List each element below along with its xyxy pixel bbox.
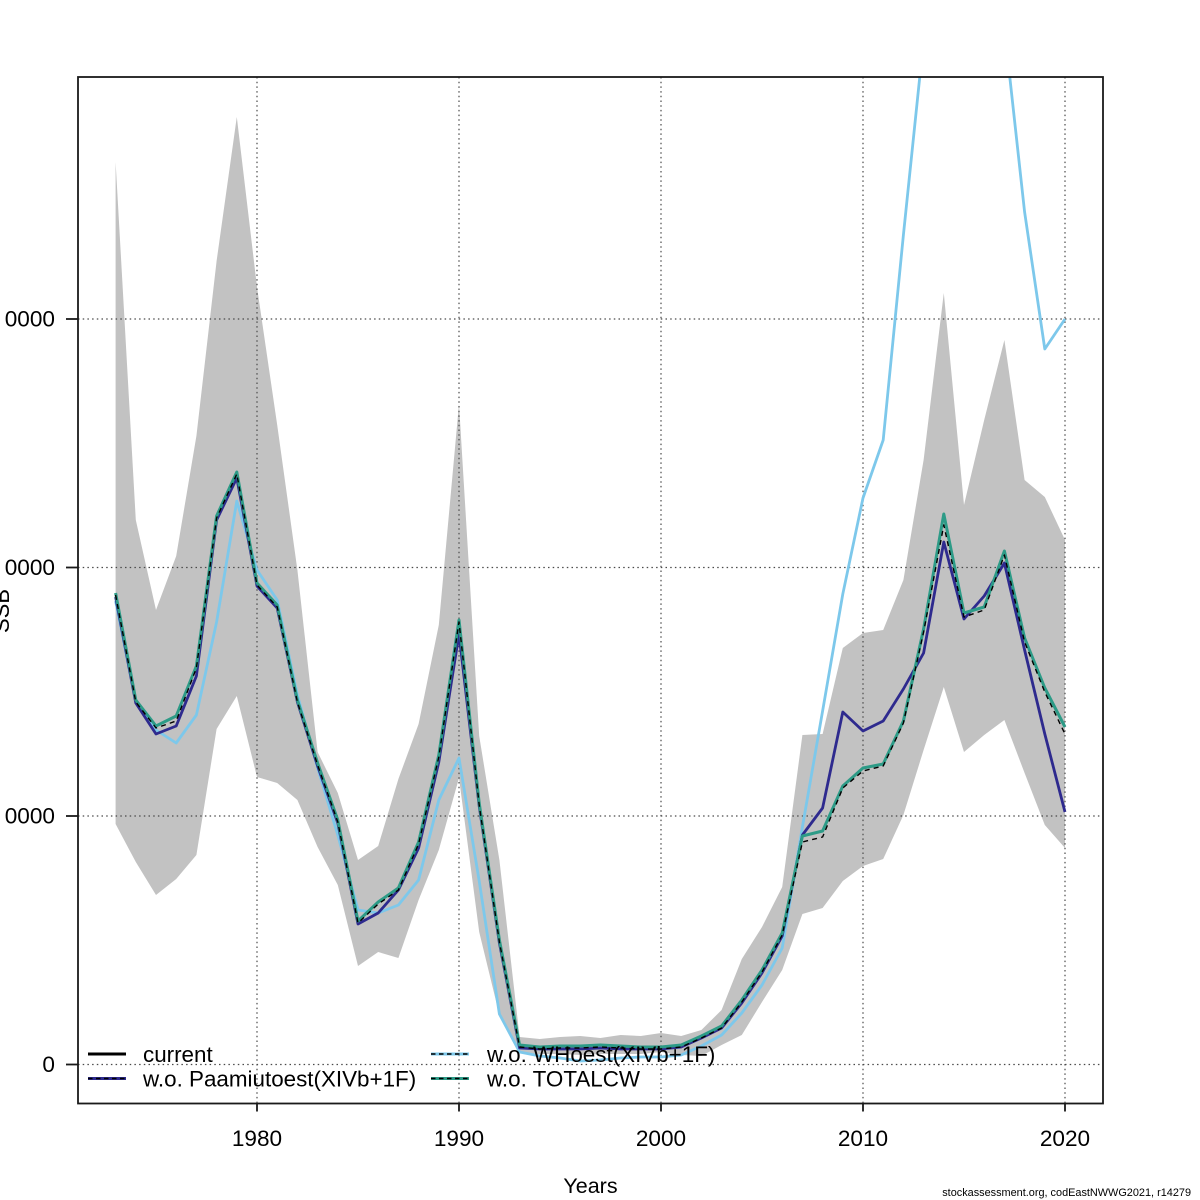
- svg-text:0000: 0000: [5, 555, 55, 580]
- svg-text:2000: 2000: [636, 1126, 686, 1151]
- svg-text:stockassessment.org, codEastNW: stockassessment.org, codEastNWWG2021, r1…: [942, 1187, 1191, 1199]
- svg-text:Years: Years: [563, 1174, 617, 1198]
- svg-text:w.o. WHoest(XIVb+1F): w.o. WHoest(XIVb+1F): [486, 1042, 715, 1067]
- svg-text:0: 0: [42, 1052, 55, 1077]
- svg-text:w.o. Paamiutoest(XIVb+1F): w.o. Paamiutoest(XIVb+1F): [142, 1067, 416, 1092]
- svg-text:1980: 1980: [232, 1126, 282, 1151]
- svg-text:0000: 0000: [5, 804, 55, 829]
- svg-text:SSB: SSB: [0, 589, 14, 633]
- svg-text:w.o. TOTALCW: w.o. TOTALCW: [486, 1067, 641, 1092]
- svg-text:2020: 2020: [1040, 1126, 1090, 1151]
- svg-text:1990: 1990: [434, 1126, 484, 1151]
- svg-text:0000: 0000: [5, 307, 55, 332]
- svg-text:current: current: [143, 1042, 213, 1067]
- svg-text:2010: 2010: [838, 1126, 888, 1151]
